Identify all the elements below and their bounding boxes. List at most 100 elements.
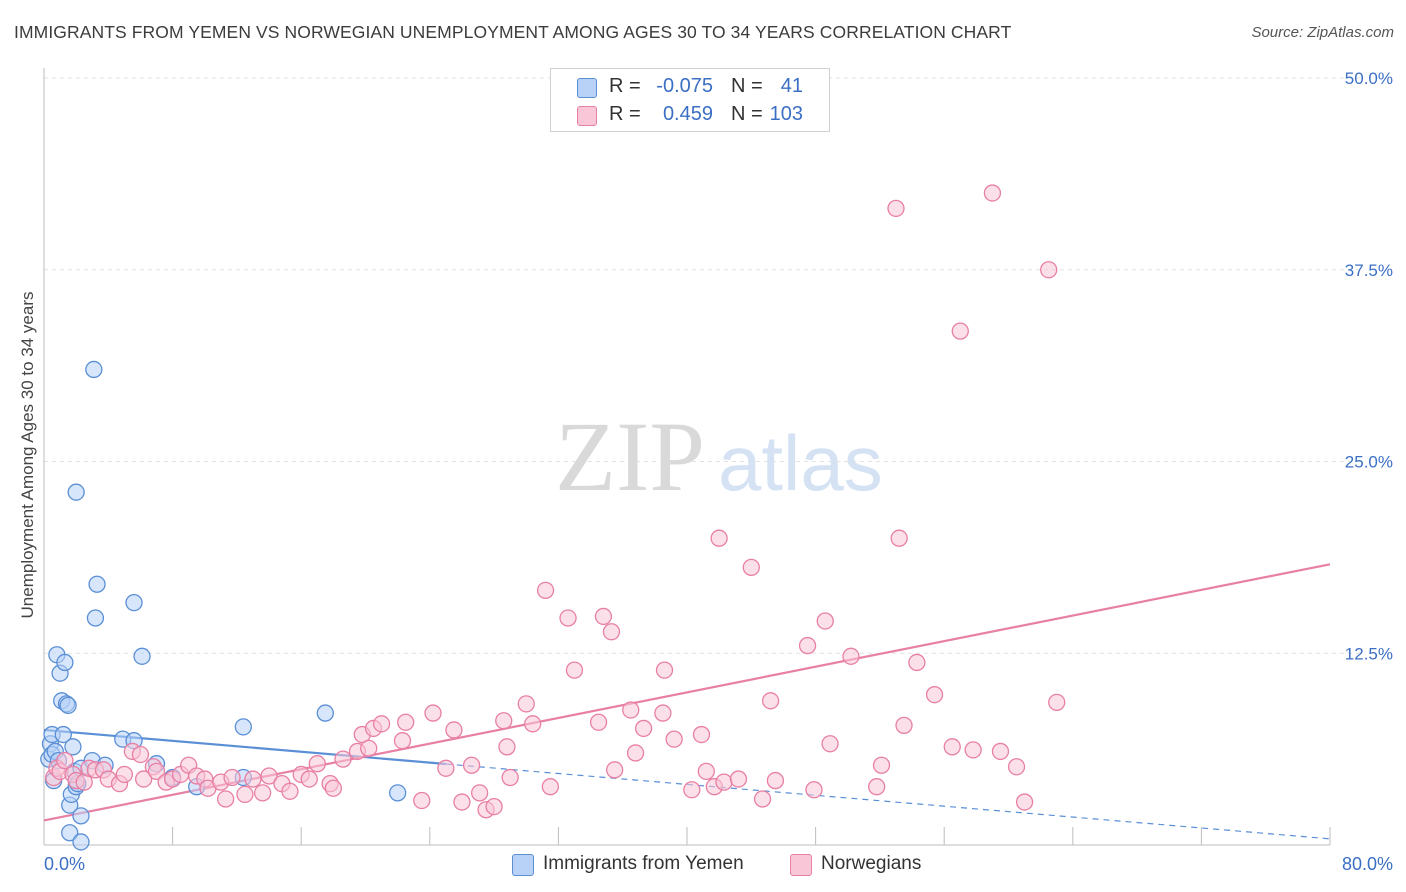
norwegian-point: [236, 785, 254, 804]
legend-n-label: N =: [731, 103, 763, 125]
norwegian-point: [260, 767, 278, 785]
norwegian-point: [517, 695, 535, 713]
norwegian-point: [253, 784, 272, 802]
norwegian-point: [816, 612, 834, 630]
norwegian-point: [565, 661, 584, 679]
tick-labels: 12.5% 25.0% 37.5% 50.0% 0.0% 80.0%: [44, 69, 1393, 874]
correlation-legend: R = -0.075 N = 41 R = 0.459 N = 103: [550, 68, 830, 132]
norwegian-point: [360, 739, 378, 758]
norwegian-point: [524, 715, 542, 733]
norwegian-point: [589, 713, 608, 731]
chart-title: IMMIGRANTS FROM YEMEN VS NORWEGIAN UNEMP…: [14, 22, 1012, 42]
norwegian-point: [683, 781, 701, 799]
yemen-point: [85, 360, 103, 379]
yemen-point: [64, 738, 82, 756]
yemen-point: [88, 575, 106, 593]
norwegian-point: [991, 742, 1010, 761]
norwegian-point: [715, 773, 733, 791]
norwegian-point: [655, 661, 674, 679]
norwegian-point: [131, 745, 150, 764]
legend-r-value: 0.459: [662, 103, 713, 125]
norwegian-point: [397, 713, 415, 731]
norwegian-point: [56, 751, 74, 770]
norwegian-point: [753, 790, 772, 808]
norwegian-point: [602, 623, 621, 641]
norwegian-point: [495, 712, 513, 730]
legend-swatch-norwegians: [577, 106, 597, 126]
norwegian-point: [470, 784, 489, 802]
norwegian-point: [622, 701, 640, 719]
norwegian-point: [281, 782, 299, 800]
norwegian-point: [697, 762, 715, 781]
norwegian-point: [908, 653, 926, 672]
norwegian-point: [634, 719, 653, 738]
legend-row-norwegians: R = 0.459 N = 103: [551, 101, 829, 129]
norwegian-point: [766, 771, 785, 790]
yemen-point: [72, 807, 90, 825]
bottom-legend-swatch-norwegians: [790, 854, 812, 876]
norwegian-point: [541, 778, 560, 796]
norwegian-point: [324, 779, 343, 797]
watermark: ZIP atlas: [555, 401, 883, 512]
norwegian-point: [216, 790, 235, 808]
norwegian-point: [453, 793, 471, 811]
norwegian-point: [244, 770, 262, 788]
norwegian-point: [334, 750, 352, 768]
norwegian-point: [1007, 758, 1026, 776]
legend-swatch-yemen: [577, 78, 597, 98]
norwegian-point: [943, 738, 961, 756]
legend-n-value: 41: [780, 75, 803, 97]
norwegian-point: [890, 529, 908, 547]
norwegian-point: [868, 778, 886, 796]
norwegian-point: [665, 730, 683, 748]
norwegian-point: [501, 768, 519, 787]
norwegian-point: [821, 735, 839, 753]
data-points: [40, 184, 1066, 851]
x-tick-label-max: 80.0%: [1342, 854, 1393, 874]
norwegian-point: [424, 704, 442, 722]
norwegian-point: [606, 761, 624, 779]
norwegian-point: [115, 765, 134, 784]
norwegian-point: [1015, 793, 1034, 811]
norwegian-point: [710, 529, 728, 547]
norwegian-point: [536, 581, 555, 600]
yemen-trend-line-extension: [445, 763, 1331, 840]
norwegian-point: [964, 741, 982, 759]
legend-row-yemen: R = -0.075 N = 41: [551, 73, 829, 101]
y-tick-label: 37.5%: [1345, 261, 1393, 280]
yemen-point: [72, 833, 90, 851]
norwegian-point: [742, 558, 760, 576]
yemen-trend-line: [43, 728, 446, 766]
legend-r-label: R =: [609, 103, 641, 125]
yemen-point: [316, 704, 334, 722]
norwegian-point: [147, 762, 166, 781]
norwegian-point: [437, 759, 455, 777]
trend-lines: [43, 563, 1331, 840]
grid-lines: [44, 77, 1364, 654]
legend-r-label: R =: [609, 75, 641, 97]
yemen-point: [54, 725, 72, 744]
norwegian-point: [485, 798, 503, 816]
norwegian-point: [983, 184, 1002, 202]
yemen-point: [59, 696, 77, 715]
norwegian-point: [135, 770, 153, 788]
norwegian-point: [692, 725, 711, 744]
y-tick-label: 25.0%: [1345, 453, 1393, 472]
yemen-point: [125, 593, 143, 612]
norwegian-point: [559, 609, 577, 627]
norwegian-point: [594, 607, 613, 626]
norwegian-point: [761, 692, 780, 710]
norwegian-point: [1040, 261, 1058, 279]
legend-n-label: N =: [731, 75, 763, 97]
legend-r-value: -0.075: [656, 75, 713, 97]
y-axis-label: Unemployment Among Ages 30 to 34 years: [18, 292, 37, 619]
bottom-legend-label-norwegians: Norwegians: [821, 853, 922, 874]
norwegian-point: [300, 770, 318, 788]
norwegian-point: [498, 738, 516, 756]
norwegian-point: [951, 322, 969, 340]
legend-n-value: 103: [769, 103, 803, 125]
x-tick-label-min: 0.0%: [44, 854, 85, 874]
yemen-point: [234, 718, 252, 736]
norwegian-point: [393, 732, 412, 750]
bottom-legend-label-yemen: Immigrants from Yemen: [543, 853, 744, 874]
